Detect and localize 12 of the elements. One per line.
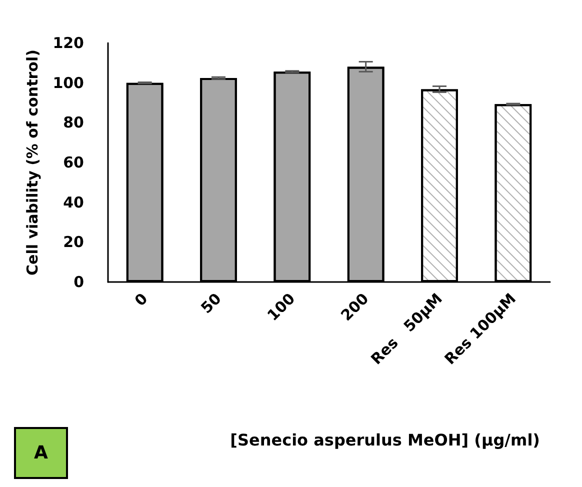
x-tick-label: 50 bbox=[197, 290, 225, 318]
text: A bbox=[34, 442, 48, 464]
x-tick-label: 0 bbox=[131, 290, 152, 310]
y-tick-label: 60 bbox=[63, 154, 84, 172]
y-tick-label: 120 bbox=[52, 34, 84, 52]
y-axis-title: Cell viability (% of control) bbox=[24, 50, 42, 276]
x-axis-title: [Senecio asperulus MeOH] (µg/ml) bbox=[230, 430, 540, 450]
y-tick-label: 40 bbox=[63, 193, 84, 212]
y-tick-label: 80 bbox=[63, 114, 84, 132]
y-tick-label: 0 bbox=[74, 273, 84, 291]
y-tick-label: 20 bbox=[63, 233, 84, 252]
y-tick-label: 100 bbox=[52, 74, 84, 92]
